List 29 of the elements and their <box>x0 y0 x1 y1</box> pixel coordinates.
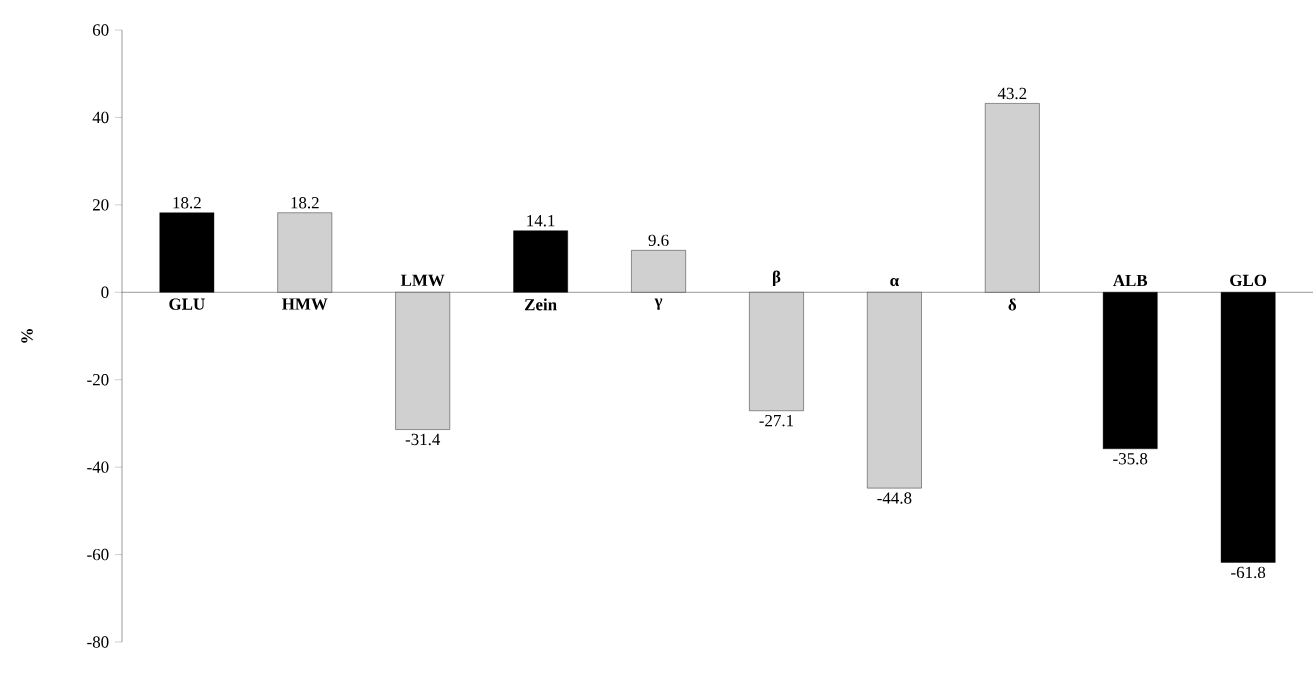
x-tick-label: δ <box>1008 298 1017 311</box>
data-label: -35.8 <box>1113 452 1148 465</box>
data-label: -44.8 <box>877 492 912 504</box>
y-tick-label: -60 <box>87 548 109 561</box>
x-tick-label: β <box>772 270 781 287</box>
data-label: -31.4 <box>405 433 441 446</box>
x-tick-label: α <box>890 277 899 287</box>
y-tick-label: 60 <box>92 24 109 36</box>
y-axis-title: % <box>21 329 33 343</box>
y-tick-label: 0 <box>101 286 109 298</box>
x-tick-label: ALB <box>1112 274 1148 287</box>
y-tick-label: 20 <box>92 199 109 211</box>
data-label: 9.6 <box>648 234 669 247</box>
x-tick-label: Zein <box>524 298 557 311</box>
y-tick-label: -20 <box>87 373 109 386</box>
data-label: -27.1 <box>759 414 794 427</box>
x-tick-label: γ <box>654 298 663 310</box>
x-tick-label: HMW <box>282 298 328 310</box>
data-label: 18.2 <box>291 197 319 209</box>
data-label: 14.1 <box>527 215 555 227</box>
data-label: -61.8 <box>1231 566 1266 579</box>
x-tick-label: GLU <box>169 298 205 310</box>
data-label: 43.2 <box>997 87 1027 100</box>
data-label: 18.2 <box>173 197 201 209</box>
y-tick-label: 40 <box>92 111 109 124</box>
y-tick-label: -80 <box>87 636 109 648</box>
y-tick-label: -40 <box>87 461 109 473</box>
x-tick-label: GLO <box>1230 274 1267 287</box>
x-tick-label: LMW <box>400 274 445 287</box>
